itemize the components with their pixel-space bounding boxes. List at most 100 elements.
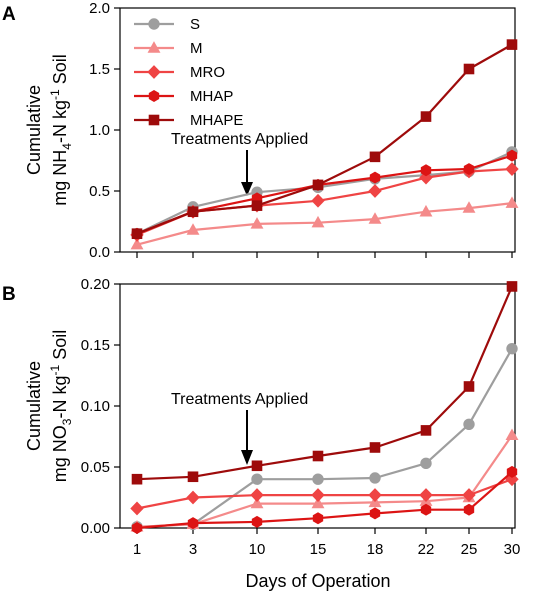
panelB-xtick-label: 25 <box>461 541 478 558</box>
panelA-point-mhape <box>369 151 381 163</box>
panel-a-ylabel-sup: -1 <box>48 89 62 100</box>
panelB-point-mhape <box>506 281 518 292</box>
panel-a-legend: SM MRO MHAP MHAPE <box>134 16 243 129</box>
panelA-point-mhape <box>131 228 143 239</box>
panelB-xtick-label: 3 <box>189 541 197 558</box>
panelB-ytick-label: 0.00 <box>81 520 110 537</box>
panelA-point-m <box>462 201 476 213</box>
panelA-line-mhape <box>136 43 513 235</box>
panelB-line-s <box>136 348 513 528</box>
panelB-xtick-label: 18 <box>367 541 384 558</box>
legend-label: S <box>190 16 200 33</box>
panelB-ytick-label: 0.15 <box>81 337 110 354</box>
panel-b-ylabel-suffix: Soil <box>50 330 70 365</box>
panelB-series-mro <box>130 472 519 516</box>
panelB-ytick-label: 0.20 <box>81 276 110 293</box>
panelB-point-mro <box>130 501 144 516</box>
panelA-series-mhap <box>131 149 518 240</box>
panelB-xtick-label: 30 <box>504 541 521 558</box>
panelB-point-mhap <box>506 465 518 478</box>
legend-swatch-marker <box>148 18 160 30</box>
panel-b: B 0.00 0.05 0.10 0.15 0.20 1 3 10 15 18 22 25 30 Cu… <box>2 276 520 558</box>
panelB-point-m <box>250 496 264 509</box>
panelB-point-m <box>311 496 325 509</box>
panel-b-ylabel-sup: -1 <box>48 364 62 375</box>
panelB-point-s <box>251 473 263 485</box>
panel-b-x-ticks: 1 3 10 15 18 22 25 30 <box>133 528 521 558</box>
panelB-point-mhape <box>463 381 475 392</box>
legend-swatch-marker <box>148 114 160 126</box>
x-axis-title: Days of Operation <box>245 571 390 591</box>
panelA-point-mhap <box>506 149 518 162</box>
panelA-point-m <box>250 217 264 229</box>
panelB-xtick-label: 10 <box>249 541 266 558</box>
panelB-point-s <box>463 418 475 430</box>
legend-label: MRO <box>190 64 225 81</box>
panelA-series-mhape <box>131 39 518 239</box>
legend-item-mhap: MHAP <box>134 88 233 105</box>
panelA-line-mhap <box>136 154 513 235</box>
panel-a-ylabel-prefix: mg NH <box>50 150 70 206</box>
panel-a-ylabel-line1: Cumulative <box>24 85 44 175</box>
panelA-point-mhape <box>463 63 475 75</box>
panelA-point-m <box>368 212 382 224</box>
legend-item-s: S <box>134 16 200 33</box>
panelA-ytick-label: 1.5 <box>89 61 110 78</box>
legend-swatch-marker <box>147 41 161 53</box>
panelB-line-mhape <box>136 285 514 481</box>
panelB-point-m <box>505 428 519 440</box>
panelB-point-s <box>506 342 518 355</box>
panel-a: A 0.0 0.5 1.0 1.5 2.0 Cumulative mg NH4-N kg… <box>2 0 519 261</box>
legend-label: M <box>190 40 203 57</box>
panelA-series-s <box>131 146 518 240</box>
panelA-point-mro <box>311 193 325 208</box>
panelB-point-mhap <box>369 507 381 520</box>
panelB-xtick-label: 22 <box>418 541 435 558</box>
panel-b-ylabel-line1: Cumulative <box>24 361 44 451</box>
panelB-point-mro <box>186 490 200 505</box>
panelA-point-m <box>505 196 519 208</box>
panelB-point-s <box>312 473 324 485</box>
panelB-point-mhap <box>251 515 263 528</box>
panelB-ytick-label: 0.10 <box>81 398 110 415</box>
panel-a-ylabel-suffix: Soil <box>50 54 70 89</box>
panelB-ytick-label: 0.05 <box>81 459 110 476</box>
panel-a-arrow-head <box>241 182 253 196</box>
panel-b-ylabel-sub: 3 <box>60 418 74 425</box>
panelB-point-mhape <box>187 471 199 483</box>
panel-b-letter: B <box>2 284 16 305</box>
panel-a-letter: A <box>2 4 16 25</box>
panelA-ytick-label: 1.0 <box>89 122 110 139</box>
panelA-point-mhape <box>420 111 432 122</box>
legend-item-mhape: MHAPE <box>134 112 243 129</box>
panel-a-ylabel-sub: 4 <box>60 143 74 150</box>
panelA-point-mro <box>505 162 519 176</box>
panel-b-annotation: Treatments Applied <box>171 391 308 408</box>
legend-label: MHAP <box>190 88 233 105</box>
legend-item-m: M <box>134 40 203 57</box>
panel-a-ylabel-mid: -N kg <box>50 100 70 143</box>
panelB-point-mro <box>462 488 476 502</box>
panel-b-ylabel-mid: -N kg <box>50 375 70 418</box>
panelB-line-mhap <box>136 471 513 530</box>
panelA-ytick-label: 2.0 <box>89 0 110 17</box>
legend-swatch-marker <box>147 65 161 79</box>
panelB-point-mhap <box>463 503 475 516</box>
panel-a-annotation: Treatments Applied <box>171 131 308 148</box>
panelB-line-mro <box>136 478 513 510</box>
panelB-point-mhap <box>312 512 324 525</box>
panelB-point-mhap <box>420 503 432 516</box>
panelB-point-mhap <box>131 522 143 534</box>
panelA-point-mhape <box>506 39 518 50</box>
panelA-point-mhape <box>312 179 324 191</box>
panelB-point-mhape <box>312 450 324 462</box>
panelA-point-mhap <box>420 164 432 177</box>
panel-a-x-ticks <box>136 252 513 258</box>
panelB-xtick-label: 1 <box>133 541 141 558</box>
panelB-point-mhap <box>187 517 199 530</box>
panelB-point-mro <box>419 488 433 502</box>
panelA-point-m <box>186 223 200 235</box>
panelB-line-m <box>136 434 513 528</box>
